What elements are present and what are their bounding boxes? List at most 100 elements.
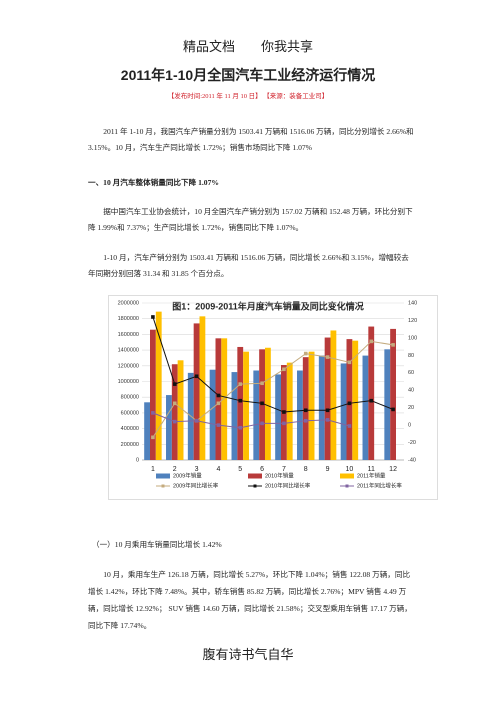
y-tick-label: 400000 <box>121 426 139 432</box>
legend-label: 2009年同比增长率 <box>173 481 219 489</box>
x-tick-label: 1 <box>151 466 155 473</box>
bar <box>237 346 244 460</box>
line-marker <box>194 418 199 423</box>
x-tick-label: 2 <box>173 466 177 473</box>
line-marker <box>194 374 199 379</box>
line-marker <box>238 398 243 403</box>
bar <box>199 316 206 460</box>
doc-title: 2011年1-10月全国汽车工业经济运行情况 <box>120 67 376 83</box>
x-tick-label: 4 <box>216 466 220 473</box>
line-marker <box>347 360 352 365</box>
bar <box>243 351 249 460</box>
paragraph: 据中国汽车工业协会统计，10 月全国汽车产销分别为 157.02 万辆和 152… <box>88 207 413 232</box>
legend-label: 2010年销量 <box>265 471 294 479</box>
paragraph: 1-10 月，汽车产销分别为 1503.41 万辆和 1516.06 万辆，同比… <box>88 253 409 278</box>
x-tick-label: 7 <box>282 466 286 473</box>
chart: 图1：2009-2011年月度汽车销量及同比变化情况 0 200000 400000… <box>108 295 438 500</box>
bar <box>231 372 238 460</box>
x-tick-label: 10 <box>346 466 354 473</box>
line-marker <box>303 418 308 423</box>
line-marker <box>325 418 330 422</box>
y2-tick-label: 140 <box>408 300 417 306</box>
line-marker <box>260 421 264 426</box>
bar <box>150 329 156 460</box>
y-tick-label: 0 <box>136 457 139 463</box>
legend-swatch <box>161 484 165 488</box>
y2-tick-label: 0 <box>408 423 411 429</box>
line-marker <box>391 343 395 347</box>
line-marker <box>303 351 308 356</box>
line-marker <box>172 401 177 406</box>
line-marker <box>151 315 155 319</box>
line-marker <box>391 407 395 412</box>
bar <box>318 355 325 460</box>
y2-tick-label: 60 <box>408 370 414 376</box>
line-marker <box>151 411 155 415</box>
line <box>152 340 394 438</box>
sub-heading: （一）10 月乘用车销量同比增长 1.42% <box>92 540 222 549</box>
bar <box>155 311 162 460</box>
chart-title: 图1：2009-2011年月度汽车销量及同比变化情况 <box>172 300 364 311</box>
line-marker <box>216 401 221 406</box>
x-tick-label: 3 <box>195 466 199 473</box>
bar <box>384 349 391 460</box>
bar <box>362 355 369 460</box>
line-marker <box>282 421 286 426</box>
bar <box>352 340 359 460</box>
line-marker <box>216 393 221 398</box>
bar <box>308 351 315 460</box>
bar <box>177 360 184 460</box>
x-tick-label: 6 <box>260 466 264 473</box>
line-marker <box>260 401 264 406</box>
y2-tick-label: 20 <box>408 405 414 411</box>
bar <box>253 370 260 460</box>
paragraph: 10 月，乘用车生产 126.18 万辆，同比增长 5.27%，环比下降 1.0… <box>88 570 412 630</box>
bar <box>221 338 228 460</box>
bar <box>340 363 347 460</box>
y-tick-label: 800000 <box>121 395 139 401</box>
x-tick-label: 11 <box>368 466 375 473</box>
bar <box>209 369 216 460</box>
line-marker <box>282 410 286 414</box>
line-marker <box>325 408 330 413</box>
bar <box>215 338 222 460</box>
bar <box>264 347 271 460</box>
y-tick-label: 1200000 <box>118 363 139 369</box>
line-marker <box>282 367 286 372</box>
doc-meta: 【发布时间:2011 年 11 月 10 日】 【来源：装备工业司】 <box>167 93 329 100</box>
line-marker <box>172 382 177 386</box>
bar <box>390 328 396 460</box>
y-tick-label: 1600000 <box>118 332 139 338</box>
legend-label: 2011年同比增长率 <box>357 481 402 489</box>
y-tick-label: 1000000 <box>118 379 139 385</box>
bar <box>171 364 178 460</box>
line-marker <box>347 424 352 428</box>
y-tick-label: 1400000 <box>118 348 139 354</box>
bar <box>346 339 353 460</box>
line-marker <box>369 398 374 403</box>
section-heading: 一、10 月汽车整体销量同比下降 1.07% <box>88 178 219 187</box>
legend-swatch <box>345 484 349 488</box>
line <box>152 316 394 413</box>
x-tick-label: 9 <box>326 466 330 473</box>
line-marker <box>238 382 243 386</box>
line-marker <box>172 419 177 424</box>
chart-frame <box>108 295 438 500</box>
y2-tick-label: 100 <box>408 335 417 341</box>
y-tick-label: 2000000 <box>118 300 139 306</box>
bar <box>193 323 200 460</box>
line-marker <box>216 423 221 427</box>
legend-swatch <box>248 473 262 479</box>
bar <box>144 402 151 460</box>
page-header: 精品文档 你我共享 <box>182 39 313 54</box>
line-marker <box>369 339 374 344</box>
line-marker <box>151 435 155 440</box>
line-marker <box>238 425 243 430</box>
page-footer: 腹有诗书气自华 <box>202 647 294 662</box>
bar <box>324 337 331 460</box>
line-marker <box>260 381 264 386</box>
line-marker <box>303 408 308 413</box>
line-marker <box>347 401 352 406</box>
y2-tick-label: -20 <box>408 440 416 446</box>
bar <box>297 370 303 460</box>
